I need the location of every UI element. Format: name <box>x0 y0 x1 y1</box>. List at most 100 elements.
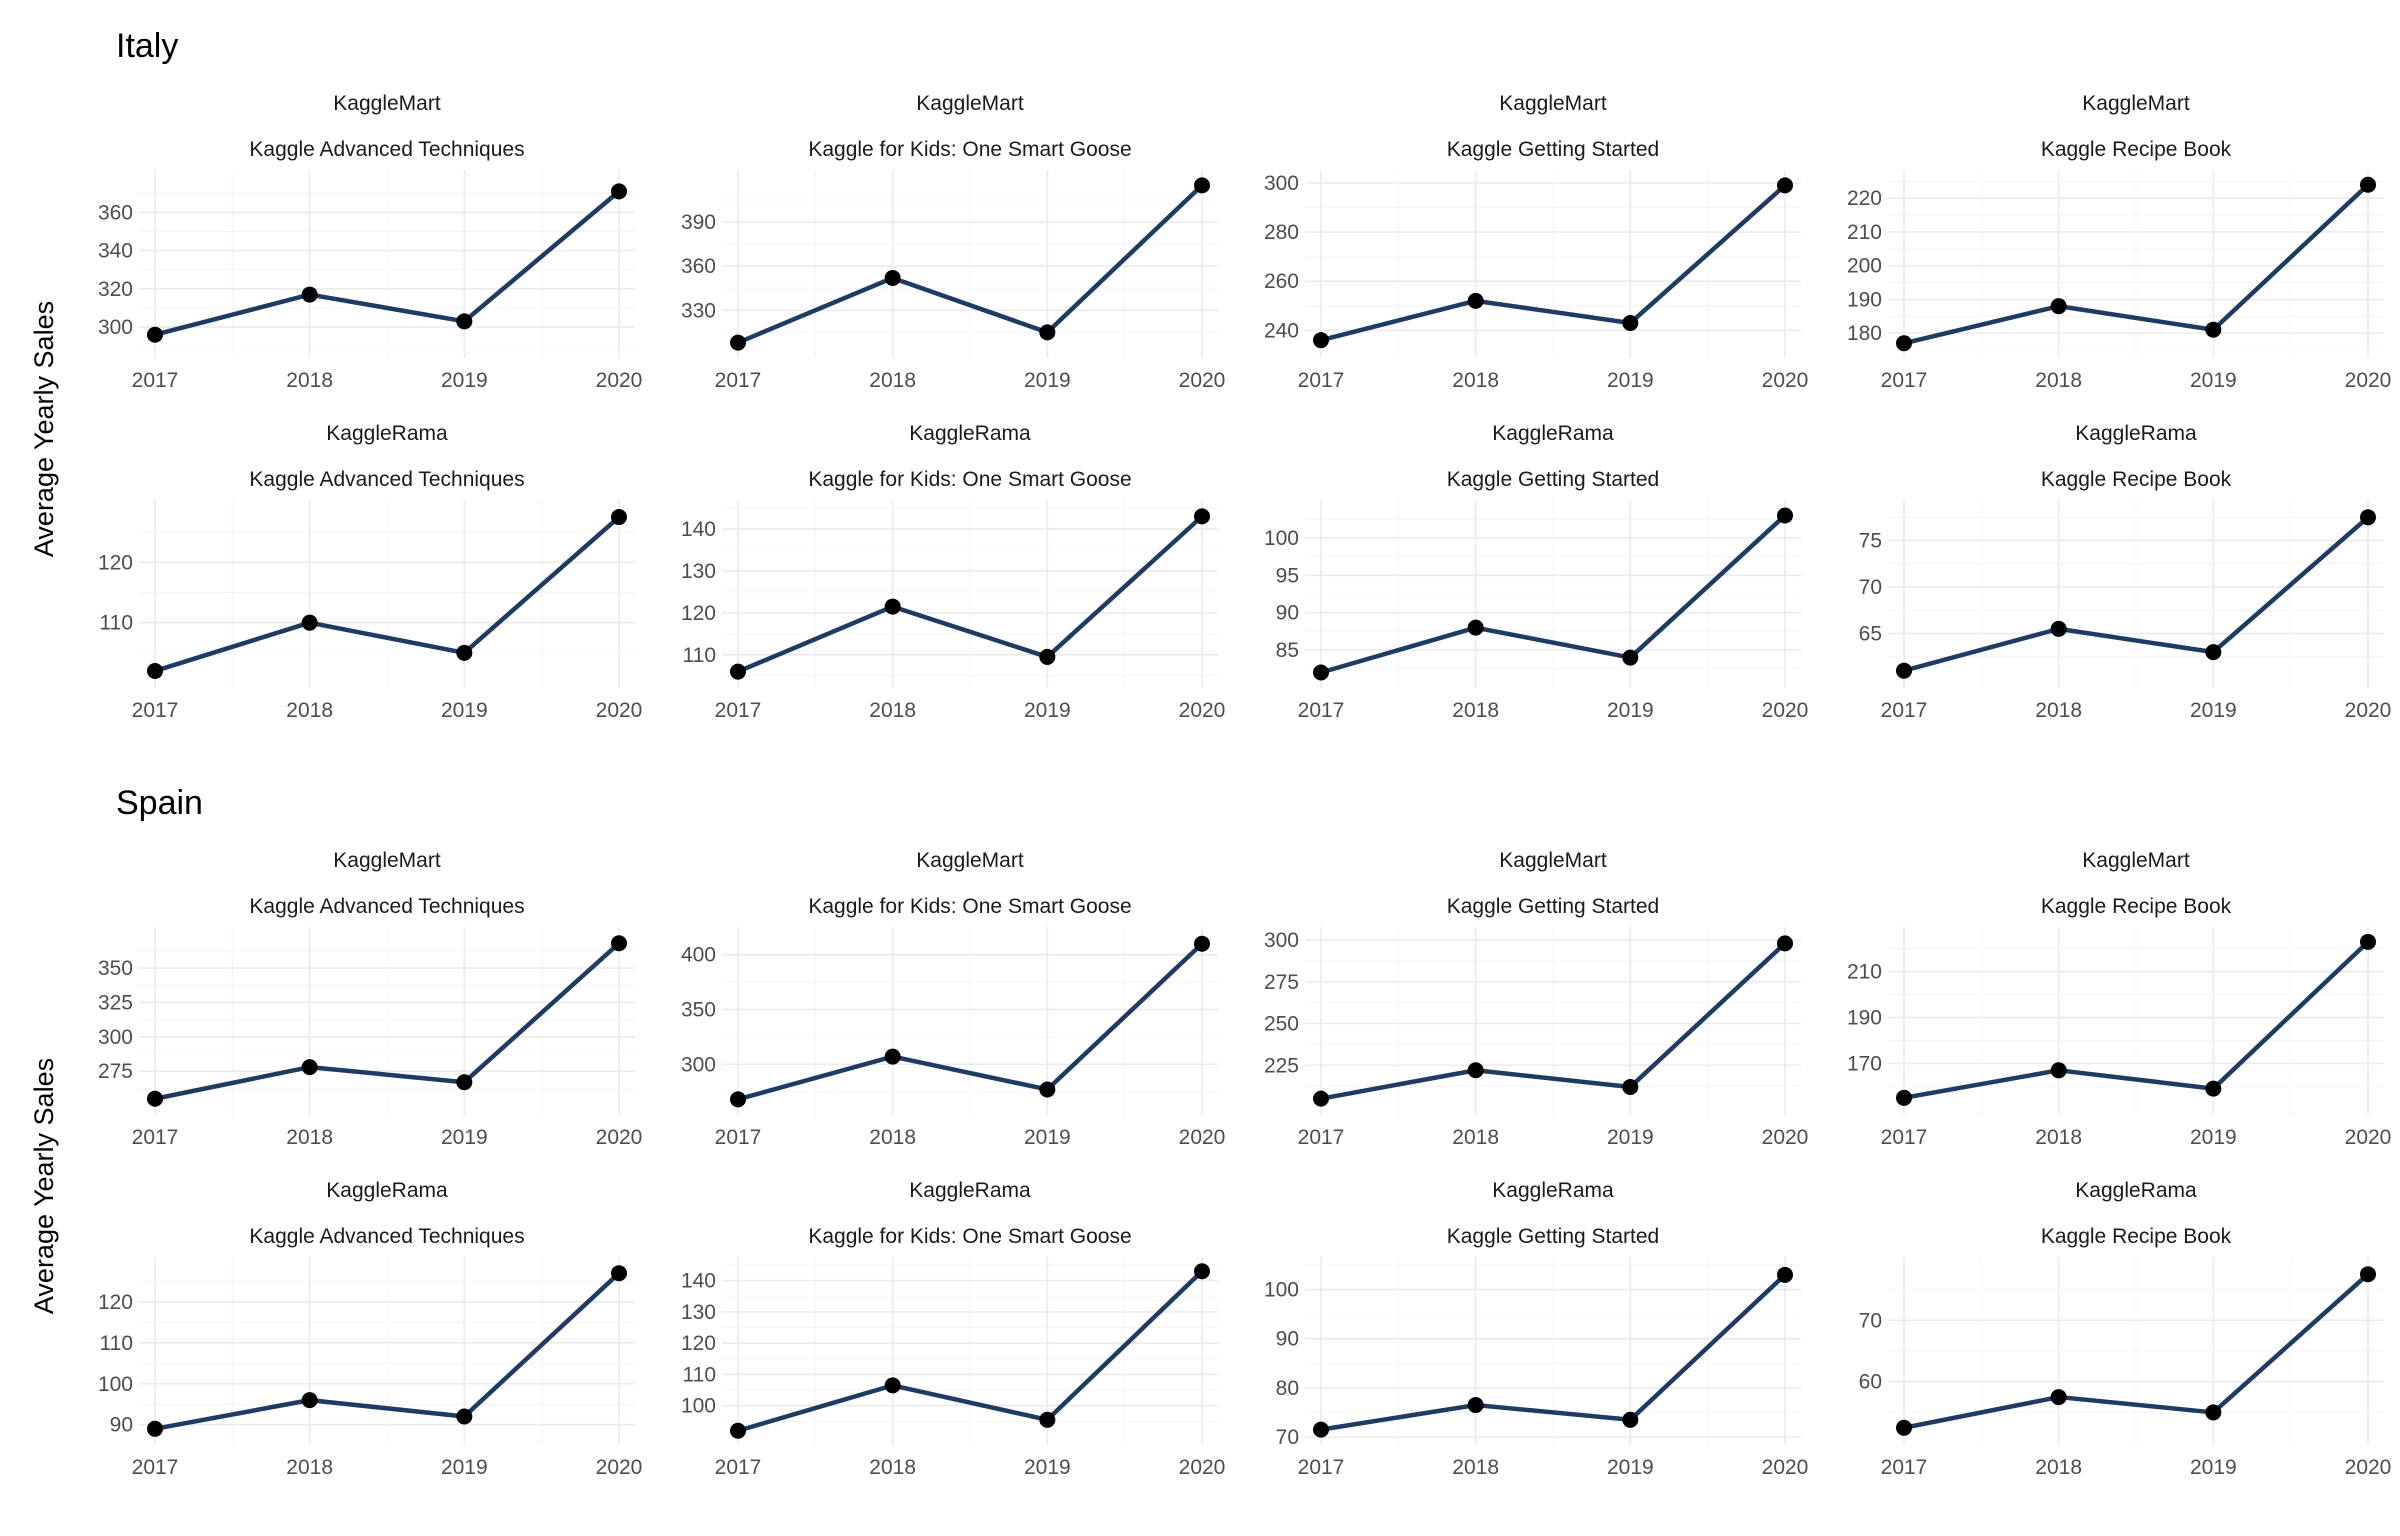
data-point <box>2050 298 2067 315</box>
y-tick-label: 240 <box>1264 319 1299 342</box>
facet-store-label: KaggleMart <box>333 92 441 115</box>
x-tick-label: 2017 <box>1298 699 1345 722</box>
series-line <box>1903 940 2370 1101</box>
facet-product-label: Kaggle for Kids: One Smart Goose <box>808 468 1131 491</box>
y-tick-label: 360 <box>98 201 133 224</box>
data-point <box>2205 644 2222 661</box>
series-line <box>737 514 1204 674</box>
y-tick-label: 275 <box>1264 971 1299 994</box>
section-title-italy: Italy <box>116 27 178 65</box>
y-tick-label: 60 <box>1859 1371 1882 1394</box>
x-tick-label: 2017 <box>132 699 179 722</box>
facet-store-label: KaggleMart <box>1499 849 1607 872</box>
data-point <box>2050 1062 2067 1079</box>
x-tick-label: 2018 <box>286 369 333 392</box>
facet-product-label: Kaggle Getting Started <box>1447 895 1659 918</box>
series-line <box>737 1269 1204 1433</box>
data-point <box>147 1090 163 1107</box>
data-point <box>1622 1411 1639 1428</box>
x-tick-label: 2020 <box>1762 369 1809 392</box>
data-point <box>1777 177 1793 194</box>
y-tick-label: 85 <box>1276 639 1299 662</box>
data-point <box>1313 1090 1329 1107</box>
data-point <box>1039 324 1056 341</box>
y-tick-label: 210 <box>1847 221 1882 244</box>
x-tick-label: 2018 <box>2035 699 2082 722</box>
x-tick-label: 2017 <box>1298 1126 1345 1149</box>
x-tick-label: 2017 <box>715 1126 762 1149</box>
y-tick-label: 330 <box>681 299 716 322</box>
data-point <box>1039 1081 1056 1098</box>
facet-store-label: KaggleMart <box>333 849 441 872</box>
x-tick-label: 2019 <box>1024 699 1071 722</box>
facet-store-label: KaggleRama <box>2075 422 2197 445</box>
data-point <box>301 286 318 303</box>
data-point <box>1777 1266 1793 1283</box>
y-tick-label: 100 <box>98 1373 133 1396</box>
facet-product-label: Kaggle for Kids: One Smart Goose <box>808 895 1131 918</box>
facet-product-label: Kaggle Advanced Techniques <box>249 1225 524 1248</box>
data-point <box>2205 321 2222 338</box>
facet-product-label: Kaggle Recipe Book <box>2041 468 2232 491</box>
x-tick-label: 2017 <box>715 1456 762 1479</box>
x-tick-label: 2020 <box>1179 699 1226 722</box>
data-point <box>456 1408 473 1425</box>
y-tick-label: 190 <box>1847 288 1882 311</box>
facet-product-label: Kaggle Recipe Book <box>2041 138 2232 161</box>
y-tick-label: 190 <box>1847 1007 1882 1030</box>
y-tick-label: 320 <box>98 278 133 301</box>
data-point <box>730 334 746 351</box>
x-tick-label: 2019 <box>441 699 488 722</box>
data-point <box>1194 1263 1210 1280</box>
x-tick-label: 2020 <box>1762 699 1809 722</box>
x-tick-label: 2017 <box>1298 1456 1345 1479</box>
data-point <box>2050 620 2067 637</box>
data-point <box>884 1048 901 1065</box>
x-tick-label: 2018 <box>1452 1456 1499 1479</box>
facet-store-label: KaggleMart <box>2082 92 2190 115</box>
data-point <box>1313 1421 1329 1438</box>
y-tick-label: 120 <box>98 551 133 574</box>
x-tick-label: 2018 <box>869 369 916 392</box>
y-tick-label: 80 <box>1276 1377 1299 1400</box>
y-tick-label: 350 <box>98 957 133 980</box>
data-point <box>884 598 901 615</box>
y-tick-label: 140 <box>681 518 716 541</box>
series-line <box>154 1271 621 1432</box>
y-axis-title: Average Yearly Sales <box>29 1058 59 1314</box>
y-tick-label: 300 <box>1264 929 1299 952</box>
data-point <box>1622 649 1639 666</box>
y-tick-label: 110 <box>100 612 133 635</box>
y-axis-title: Average Yearly Sales <box>29 301 59 557</box>
data-point <box>1313 332 1329 349</box>
facet-store-label: KaggleRama <box>326 1179 448 1202</box>
y-tick-label: 110 <box>683 1363 716 1386</box>
data-point <box>1777 935 1793 952</box>
data-point <box>1194 177 1210 194</box>
facet-product-label: Kaggle for Kids: One Smart Goose <box>808 138 1131 161</box>
x-tick-label: 2018 <box>286 699 333 722</box>
data-point <box>147 1420 163 1437</box>
facet-product-label: Kaggle Advanced Techniques <box>249 468 524 491</box>
data-point <box>884 1377 901 1394</box>
y-tick-label: 100 <box>1264 527 1299 550</box>
y-tick-label: 225 <box>1264 1054 1299 1077</box>
x-tick-label: 2020 <box>1762 1126 1809 1149</box>
y-tick-label: 70 <box>1859 576 1882 599</box>
y-tick-label: 120 <box>681 1332 716 1355</box>
x-tick-label: 2020 <box>1179 1456 1226 1479</box>
y-tick-label: 70 <box>1859 1309 1882 1332</box>
y-tick-label: 400 <box>681 944 716 967</box>
data-point <box>1622 1078 1639 1095</box>
facet-product-label: Kaggle Recipe Book <box>2041 1225 2232 1248</box>
y-tick-label: 300 <box>98 1026 133 1049</box>
series-line <box>1903 515 2370 673</box>
y-tick-label: 325 <box>98 991 133 1014</box>
y-tick-label: 65 <box>1859 623 1882 646</box>
x-tick-label: 2019 <box>1607 699 1654 722</box>
x-tick-label: 2019 <box>441 369 488 392</box>
y-tick-label: 250 <box>1264 1013 1299 1036</box>
y-tick-label: 300 <box>1264 172 1299 195</box>
facet-product-label: Kaggle Getting Started <box>1447 1225 1659 1248</box>
